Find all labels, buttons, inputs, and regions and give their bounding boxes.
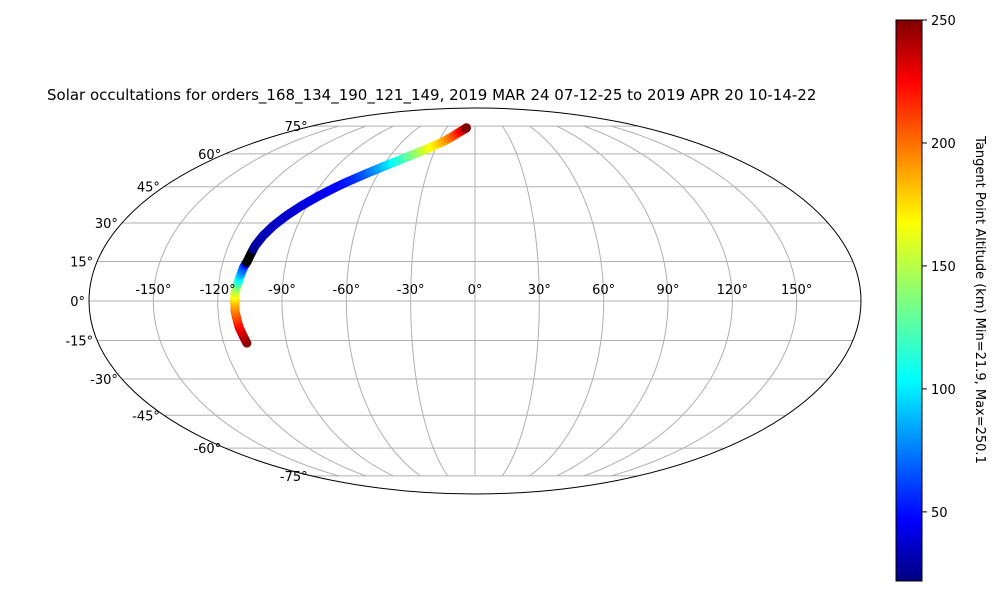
meridian-gridline	[345, 125, 421, 477]
lat-tick-label: 45°	[137, 181, 160, 196]
colorbar-tick-label: 150	[931, 260, 956, 275]
colorbar-tick-label: 50	[931, 506, 948, 521]
lon-tick-label: -90°	[268, 283, 296, 298]
lat-tick-label: -30°	[90, 373, 118, 388]
colorbar-ticks: 50 100 150 200 250	[922, 14, 956, 521]
lat-tick-label: -15°	[65, 335, 93, 350]
meridian-gridline	[281, 125, 394, 477]
lon-tick-label: -60°	[332, 283, 360, 298]
lat-tick-label: -60°	[193, 442, 221, 457]
colorbar	[895, 19, 923, 582]
colorbar-tick-label: 100	[931, 383, 956, 398]
lon-tick-label: 150°	[781, 283, 812, 298]
lat-tick-label: -45°	[132, 409, 160, 424]
lon-tick-label: -30°	[397, 283, 425, 298]
map-outline	[88, 107, 862, 495]
meridian-gridline	[610, 125, 798, 477]
lon-tick-label: 30°	[528, 283, 551, 298]
latitude-tick-labels: 75° 60° 45° 30° 15° 0° -15° -30° -45° -60° -75°	[65, 120, 307, 485]
occultation-point	[461, 123, 471, 133]
lon-tick-label: 90°	[656, 283, 679, 298]
colorbar-tick-label: 250	[931, 14, 956, 29]
lat-tick-label: 30°	[95, 217, 118, 232]
meridian-gridline	[152, 125, 340, 477]
colorbar-tick-label: 200	[931, 137, 956, 152]
map-grid	[89, 125, 861, 477]
chart-title: Solar occultations for orders_168_134_19…	[47, 86, 816, 105]
longitude-tick-labels: -150° -120° -90° -60° -30° 0° 30° 60° 90° 120° 150…	[135, 283, 812, 298]
lat-tick-label: 60°	[198, 148, 221, 163]
lat-tick-label: 15°	[70, 255, 93, 270]
occultation-track	[230, 123, 471, 348]
lon-tick-label: -150°	[135, 283, 171, 298]
lat-tick-label: -75°	[280, 470, 308, 485]
colorbar-label: Tangent Point Altitude (km) Min=21.9, Ma…	[972, 135, 987, 464]
lat-tick-label: 0°	[70, 295, 85, 310]
lon-tick-label: 60°	[592, 283, 615, 298]
lat-tick-label: 75°	[285, 120, 308, 135]
lon-tick-label: 120°	[717, 283, 748, 298]
meridian-gridline	[583, 125, 733, 477]
meridian-gridline	[501, 125, 540, 477]
meridian-gridline	[410, 125, 449, 477]
lon-tick-label: 0°	[468, 283, 483, 298]
lon-tick-label: -120°	[200, 283, 236, 298]
meridian-gridline	[556, 125, 669, 477]
meridian-gridline	[529, 125, 605, 477]
meridian-gridline	[217, 125, 367, 477]
